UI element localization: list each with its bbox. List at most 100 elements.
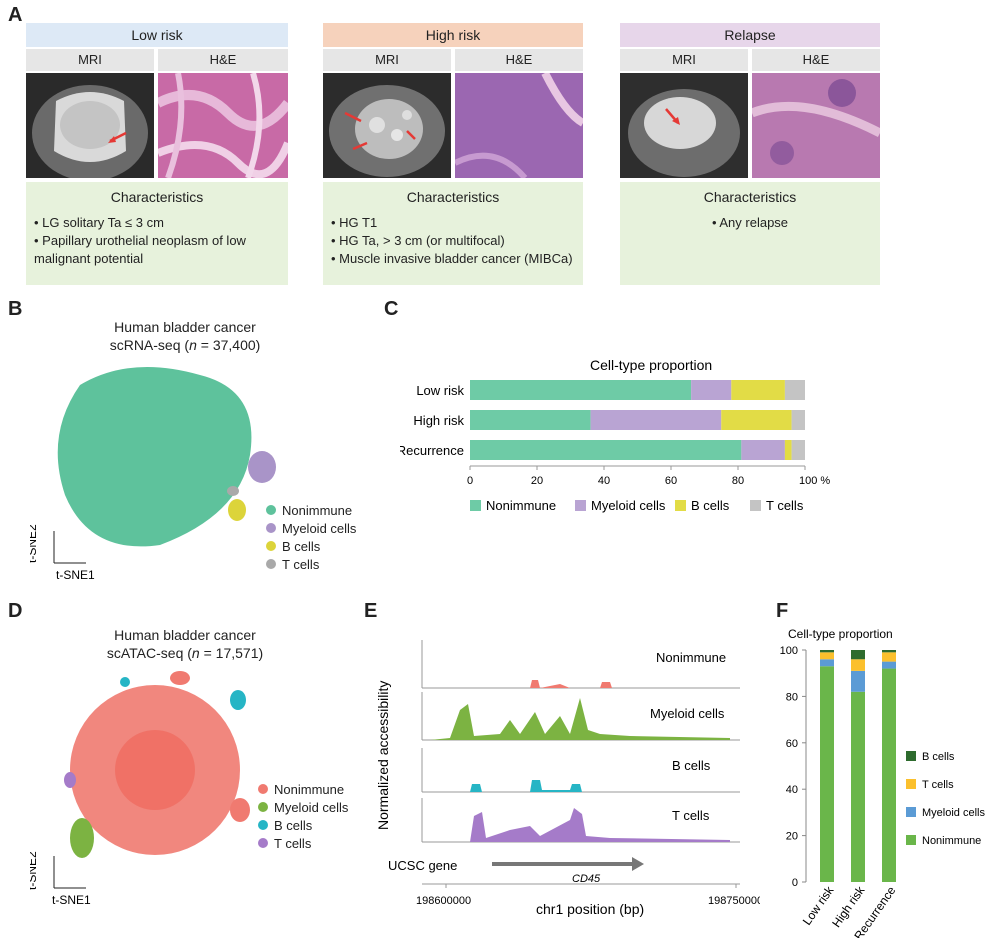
x-tick-label: 0 — [467, 475, 473, 487]
chart-title: Cell-type proportion — [788, 627, 893, 641]
bar-segment — [791, 440, 805, 460]
y-tick-label: 80 — [786, 691, 798, 703]
he-image — [158, 73, 288, 178]
panel-letter-a: A — [8, 4, 23, 26]
bullet-text: • HG Ta, > 3 cm (or multifocal) — [331, 233, 505, 248]
group-header-high-risk: High risk — [323, 23, 583, 47]
legend-swatch — [575, 500, 586, 511]
y-tick-label: 0 — [792, 877, 798, 889]
tsne1-axis-label: t-SNE1 — [52, 893, 91, 907]
mri-label: MRI — [620, 49, 748, 71]
e-xlabel: chr1 position (bp) — [536, 901, 644, 917]
t-cell-cluster — [227, 486, 239, 496]
bar-segment — [731, 380, 785, 400]
b-cell-cluster — [230, 690, 246, 710]
panel-letter-d: D — [8, 600, 23, 622]
y-tick-label: 40 — [786, 784, 798, 796]
characteristics-box-low-risk: Characteristics • LG solitary Ta ≤ 3 cm … — [26, 182, 288, 285]
bar-segment — [851, 670, 865, 692]
mri-image — [26, 73, 154, 178]
legend-item-b-cells: B cells — [258, 817, 348, 835]
b-cell-cluster — [228, 499, 246, 521]
legend-swatch — [906, 807, 916, 817]
panel-letter-f: F — [776, 600, 789, 622]
he-label: H&E — [752, 49, 880, 71]
group-header-low-risk: Low risk — [26, 23, 288, 47]
bullet-text: • Any relapse — [711, 215, 789, 230]
legend-swatch — [266, 559, 276, 569]
bar-segment — [882, 661, 896, 669]
legend-swatch — [258, 784, 268, 794]
group-header-relapse: Relapse — [620, 23, 880, 47]
gene-name: CD45 — [572, 873, 601, 885]
e-xtick: 198750000 — [708, 895, 760, 907]
legend-label: T cells — [922, 779, 954, 791]
track-label-nonimmune: Nonimmune — [656, 650, 726, 665]
panel-d-title: Human bladder cancer scATAC-seq (n = 17,… — [60, 626, 310, 662]
y-tick-label: 100 — [780, 645, 798, 657]
legend-label: Nonimmune — [922, 835, 981, 847]
he-label: H&E — [158, 49, 288, 71]
bar-segment — [784, 440, 792, 460]
bullet-text: • Muscle invasive bladder cancer (MIBCa) — [331, 251, 573, 266]
myeloid-cluster — [70, 818, 94, 858]
category-label: High risk — [413, 413, 464, 428]
mri-image — [323, 73, 451, 178]
x-tick-label: 20 — [531, 475, 543, 487]
legend-swatch — [750, 500, 761, 511]
bar-segment — [882, 650, 896, 653]
legend-swatch — [906, 835, 916, 845]
legend-label: B cells — [922, 751, 955, 763]
bar-segment — [851, 650, 865, 660]
bar-segment — [470, 410, 591, 430]
he-image — [455, 73, 583, 178]
category-label: Low risk — [416, 383, 464, 398]
bullet-text: • LG solitary Ta ≤ 3 cm — [34, 215, 164, 230]
bar-segment — [721, 410, 792, 430]
y-tick-label: 20 — [786, 831, 798, 843]
characteristics-title: Characteristics — [110, 189, 204, 205]
panel-b-title-line2: scRNA-seq (n = 37,400) — [109, 337, 261, 353]
characteristics-box-high-risk: Characteristics • HG T1 • HG Ta, > 3 cm … — [323, 182, 583, 285]
characteristics-title: Characteristics — [703, 189, 797, 205]
tsne-scrna-plot: t-SNE2 t-SNE1 — [30, 367, 276, 582]
track-label-b-cells: B cells — [672, 758, 711, 773]
track-label-myeloid: Myeloid cells — [650, 706, 725, 721]
bar-segment — [882, 652, 896, 662]
x-tick-label: 100 % — [799, 475, 830, 487]
track-t-cells — [430, 808, 730, 842]
legend-item-myeloid: Myeloid cells — [266, 520, 356, 538]
myeloid-cluster — [248, 451, 276, 483]
legend-swatch — [906, 779, 916, 789]
legend-item-t-cells: T cells — [258, 835, 348, 853]
bar-segment — [470, 380, 692, 400]
mri-label: MRI — [26, 49, 154, 71]
legend-label: T cells — [766, 498, 804, 513]
nonimmune-cluster — [57, 367, 252, 547]
ucsc-gene-label: UCSC gene — [388, 858, 457, 873]
legend-swatch — [675, 500, 686, 511]
accessibility-tracks: Normalized accessibility Nonimmune Myelo… — [375, 640, 760, 917]
track-myeloid — [430, 698, 730, 740]
panel-letter-e: E — [364, 600, 378, 622]
panel-b-title-line1: Human bladder cancer — [114, 319, 256, 335]
bar-segment — [851, 691, 865, 882]
bar-segment — [691, 380, 732, 400]
legend-item-b-cells: B cells — [266, 538, 356, 556]
y-tick-label: 60 — [786, 738, 798, 750]
legend-item-nonimmune: Nonimmune — [258, 781, 348, 799]
x-tick-label: 40 — [598, 475, 610, 487]
legend-swatch — [258, 802, 268, 812]
bullet-text: • HG T1 — [331, 215, 378, 230]
panel-b-title: Human bladder cancer scRNA-seq (n = 37,4… — [60, 318, 310, 354]
legend-item-nonimmune: Nonimmune — [266, 502, 356, 520]
legend-label: Myeloid cells — [922, 807, 985, 819]
x-tick-label: 60 — [665, 475, 677, 487]
panel-d-title-line1: Human bladder cancer — [114, 627, 256, 643]
legend-swatch — [258, 820, 268, 830]
characteristics-box-relapse: Characteristics • Any relapse — [620, 182, 880, 285]
legend-swatch — [266, 505, 276, 515]
he-image — [752, 73, 880, 178]
bar-segment — [820, 659, 834, 667]
